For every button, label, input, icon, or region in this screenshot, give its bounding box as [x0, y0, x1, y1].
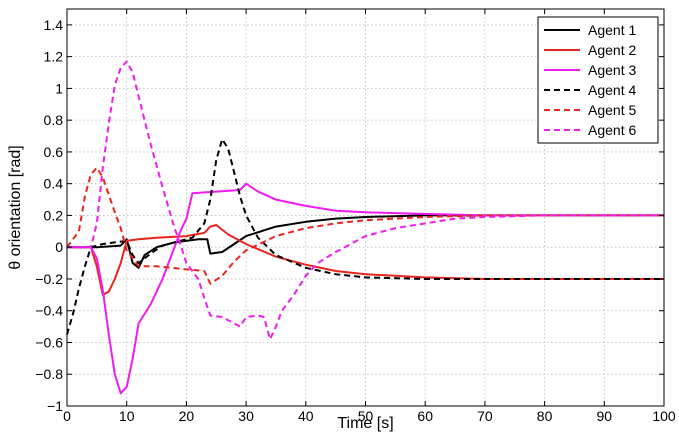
y-tick-label: −0.2	[35, 271, 63, 287]
x-axis-label: Time [s]	[337, 415, 393, 432]
legend-label-agent-3: Agent 3	[588, 62, 636, 78]
y-tick-label: 0.2	[44, 207, 64, 223]
x-tick-label: 100	[652, 408, 676, 424]
y-tick-label: 1	[55, 80, 63, 96]
y-tick-label: 0.8	[44, 112, 64, 128]
x-tick-label: 70	[477, 408, 493, 424]
y-tick-label: 0.6	[44, 144, 64, 160]
legend-label-agent-4: Agent 4	[588, 82, 636, 98]
y-tick-label: 1.2	[44, 49, 64, 65]
y-tick-label: 1.4	[44, 17, 64, 33]
x-tick-label: 40	[298, 408, 314, 424]
x-tick-label: 20	[179, 408, 195, 424]
legend-label-agent-2: Agent 2	[588, 42, 636, 58]
legend-box	[537, 16, 659, 144]
x-tick-label: 90	[597, 408, 613, 424]
ticks	[66, 9, 665, 407]
x-tick-label: 0	[63, 408, 71, 424]
y-tick-label: 0	[55, 239, 63, 255]
x-tick-label: 60	[417, 408, 433, 424]
y-tick-label: −0.6	[35, 334, 63, 350]
series-line-agent-3	[67, 182, 664, 395]
y-tick-label: 0.4	[44, 176, 64, 192]
x-tick-label: 80	[537, 408, 553, 424]
x-tick-label: 10	[119, 408, 135, 424]
series-line-agent-6	[67, 60, 664, 341]
series-line-agent-5	[66, 166, 664, 285]
series-line-agent-4	[66, 138, 664, 335]
legend-label-agent-1: Agent 1	[588, 22, 636, 38]
tick-labels: 0 10 20 30 40 50 60 70 80 90 100−1−0.8−0.6−0.4−0.2…	[35, 17, 676, 424]
y-tick-label: −0.4	[35, 303, 63, 319]
x-tick-label: 30	[238, 408, 254, 424]
legend-label-agent-5: Agent 5	[588, 102, 636, 118]
y-axis-label: θ orientation [rad]	[7, 145, 24, 270]
y-tick-label: −1	[47, 398, 63, 414]
legend: Agent 1 Agent 2 Agent 3 Agent 4 Agent 5 Agent…	[537, 16, 659, 144]
series-line-agent-1	[67, 214, 664, 269]
y-tick-label: −0.8	[35, 366, 63, 382]
legend-label-agent-6: Agent 6	[588, 122, 636, 138]
series-layer	[66, 60, 664, 395]
x-tick-label: 50	[358, 408, 374, 424]
series-line-agent-2	[67, 224, 664, 296]
